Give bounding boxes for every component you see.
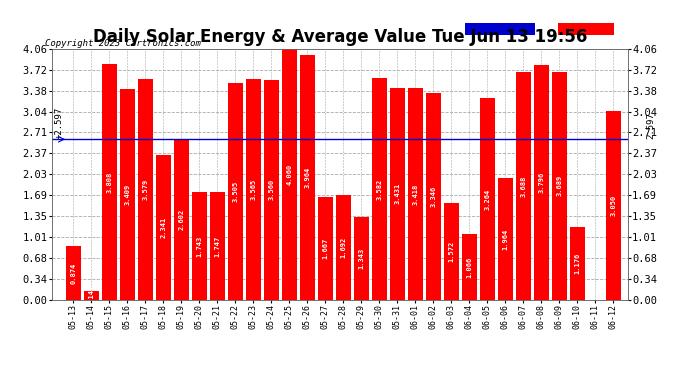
Text: 0.147: 0.147 (88, 285, 95, 306)
Bar (228, 83, 243, 300)
Bar (354, 217, 369, 300)
Bar (84, 291, 99, 300)
Bar (372, 78, 387, 300)
Text: Daily($): Daily($) (559, 24, 613, 34)
Text: 1.743: 1.743 (197, 236, 202, 257)
Bar (318, 197, 333, 300)
Text: 0.874: 0.874 (70, 262, 77, 284)
Text: 3.582: 3.582 (377, 178, 382, 200)
Bar (138, 78, 152, 300)
Text: 3.964: 3.964 (304, 167, 310, 188)
Text: 3.689: 3.689 (556, 175, 562, 196)
Text: 3.560: 3.560 (268, 179, 275, 201)
Text: 1.692: 1.692 (340, 237, 346, 258)
Bar (300, 55, 315, 300)
Text: 1.747: 1.747 (215, 236, 220, 256)
Text: 2.597: 2.597 (647, 112, 656, 139)
Text: 1.343: 1.343 (358, 248, 364, 269)
Bar (156, 155, 170, 300)
Text: 3.796: 3.796 (538, 172, 544, 193)
Text: 3.409: 3.409 (124, 184, 130, 205)
Text: 3.050: 3.050 (611, 195, 616, 216)
Text: 3.418: 3.418 (413, 184, 418, 205)
Text: 3.431: 3.431 (395, 183, 400, 204)
Bar (516, 72, 531, 300)
Bar (66, 246, 81, 300)
Text: 4.060: 4.060 (286, 164, 293, 185)
Text: 2.341: 2.341 (160, 217, 166, 238)
Bar (282, 49, 297, 300)
Bar (480, 98, 495, 300)
Bar (498, 178, 513, 300)
Text: 1.667: 1.667 (322, 238, 328, 259)
Bar (390, 88, 405, 300)
Bar (102, 64, 117, 300)
Text: 3.688: 3.688 (520, 175, 526, 196)
Text: 1.066: 1.066 (466, 256, 473, 278)
Text: 3.264: 3.264 (484, 188, 491, 210)
Bar (336, 195, 351, 300)
Bar (192, 192, 207, 300)
Text: Copyright 2023 Cartronics.com: Copyright 2023 Cartronics.com (45, 39, 201, 48)
Text: 3.505: 3.505 (233, 181, 239, 202)
Text: 1.176: 1.176 (575, 253, 580, 274)
Text: Average($): Average($) (466, 24, 534, 34)
Bar (444, 203, 459, 300)
Bar (570, 227, 585, 300)
Text: 1.964: 1.964 (502, 229, 509, 250)
Text: 1.572: 1.572 (448, 241, 455, 262)
Text: 3.346: 3.346 (431, 186, 437, 207)
Bar (534, 65, 549, 300)
Bar (210, 192, 225, 300)
Text: 3.579: 3.579 (142, 178, 148, 200)
Bar (120, 89, 135, 300)
Bar (462, 234, 477, 300)
Text: +2.597: +2.597 (55, 107, 63, 139)
Bar (246, 80, 261, 300)
Bar (174, 139, 189, 300)
Text: 3.565: 3.565 (250, 179, 257, 200)
Text: 2.602: 2.602 (179, 209, 184, 230)
Bar (426, 93, 441, 300)
Bar (552, 72, 567, 300)
Bar (408, 88, 423, 300)
Bar (606, 111, 621, 300)
Title: Daily Solar Energy & Average Value Tue Jun 13 19:56: Daily Solar Energy & Average Value Tue J… (92, 28, 587, 46)
Bar (264, 80, 279, 300)
Text: 3.808: 3.808 (106, 171, 112, 193)
